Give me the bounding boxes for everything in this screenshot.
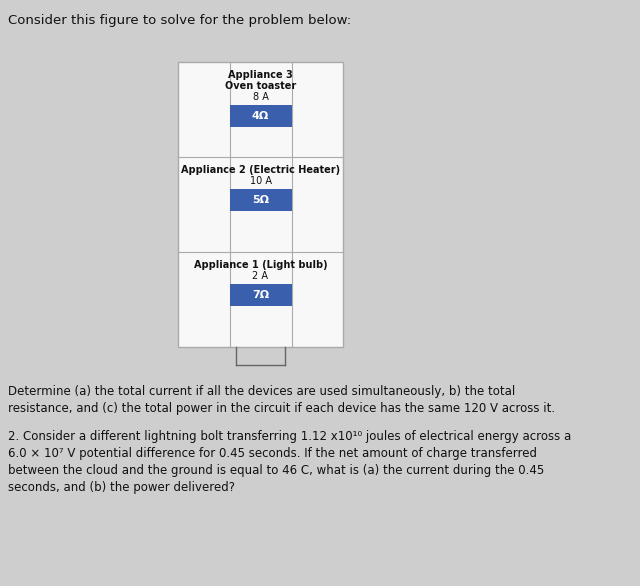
Text: Appliance 2 (Electric Heater): Appliance 2 (Electric Heater): [181, 165, 340, 175]
Bar: [230, 284, 291, 306]
Text: Oven toaster: Oven toaster: [225, 81, 296, 91]
Bar: [178, 62, 343, 347]
Text: 10 A: 10 A: [250, 176, 271, 186]
Text: 8 A: 8 A: [253, 92, 268, 102]
Text: 7Ω: 7Ω: [252, 290, 269, 300]
Text: Appliance 3: Appliance 3: [228, 70, 293, 80]
Text: Determine (a) the total current if all the devices are used simultaneously, b) t: Determine (a) the total current if all t…: [8, 385, 555, 415]
Text: 5Ω: 5Ω: [252, 195, 269, 205]
Text: 4Ω: 4Ω: [252, 111, 269, 121]
Bar: [230, 105, 291, 127]
Text: Consider this figure to solve for the problem below:: Consider this figure to solve for the pr…: [8, 14, 351, 27]
Text: 2. Consider a different lightning bolt transferring 1.12 x10¹⁰ joules of electri: 2. Consider a different lightning bolt t…: [8, 430, 572, 494]
Bar: [230, 189, 291, 211]
Text: Appliance 1 (Light bulb): Appliance 1 (Light bulb): [194, 260, 327, 270]
Text: 2 A: 2 A: [253, 271, 269, 281]
